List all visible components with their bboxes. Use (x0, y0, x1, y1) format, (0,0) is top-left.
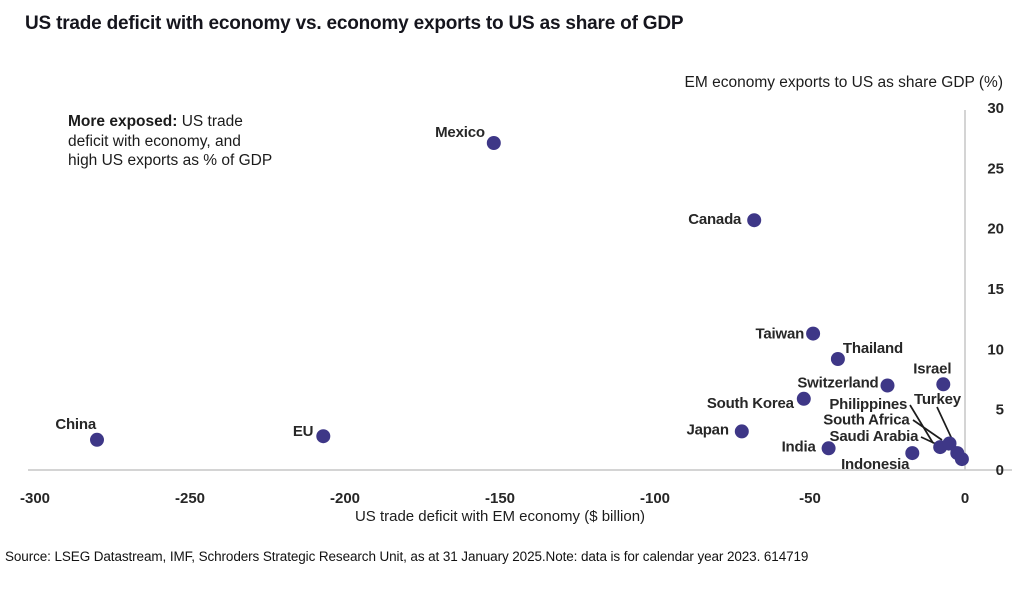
data-point-israel (936, 377, 951, 392)
source-note: Source: LSEG Datastream, IMF, Schroders … (5, 549, 809, 564)
data-point-south-africa (942, 436, 957, 451)
x-tick-label: -150 (485, 490, 515, 507)
data-point-india (821, 441, 836, 456)
point-label-china: China (55, 416, 97, 433)
point-label-thailand: Thailand (843, 340, 903, 357)
callout-line-philippines (909, 404, 934, 444)
data-point-eu (316, 429, 331, 444)
x-tick-label: 0 (961, 490, 969, 507)
data-point-indonesia (905, 446, 920, 461)
x-axis-title: US trade deficit with EM economy ($ bill… (354, 508, 646, 525)
annotation-line2: deficit with economy, and (68, 132, 241, 150)
y-tick-label: 25 (987, 160, 1004, 177)
annotation-line1: US trade (177, 113, 243, 130)
point-label-eu: EU (293, 423, 313, 440)
point-label-mexico: Mexico (435, 124, 485, 141)
data-point-mexico (486, 136, 501, 150)
data-point-switzerland (880, 378, 895, 393)
point-label-canada: Canada (688, 211, 742, 228)
scatter-plot: -300 -250 -200 -150 -100 -50 0 0 5 10 15 20 25 30 Chin… (20, 100, 1012, 507)
x-tick-label: -300 (20, 490, 50, 507)
point-label-taiwan: Taiwan (756, 326, 805, 343)
x-tick-label: -100 (640, 490, 670, 507)
data-point-china (90, 432, 104, 447)
y-tick-label: 30 (987, 100, 1004, 117)
annotation-lead: More exposed: (68, 113, 178, 130)
chart-title: US trade deficit with economy vs. econom… (25, 13, 684, 34)
point-label-saudi-arabia: Saudi Arabia (830, 428, 920, 445)
y-tick-label: 5 (996, 402, 1004, 419)
x-tick-label: -200 (330, 490, 360, 507)
x-tick-label: -50 (799, 490, 821, 507)
y-tick-label: 10 (987, 341, 1004, 358)
y-axis-title: EM economy exports to US as share GDP (%… (684, 74, 1003, 91)
y-tick-label: 0 (996, 462, 1004, 479)
point-label-philippines: Philippines (829, 396, 907, 413)
annotation-more-exposed: More exposed: US trade deficit with econ… (68, 112, 308, 171)
point-label-israel: Israel (913, 360, 951, 377)
point-label-south-korea: South Korea (707, 395, 795, 412)
y-tick-label: 15 (987, 281, 1004, 298)
point-label-japan: Japan (686, 421, 728, 438)
x-tick-label: -250 (175, 490, 205, 507)
callout-line-south-africa (912, 419, 943, 441)
y-tick-label: 20 (987, 221, 1004, 238)
data-point-japan (734, 424, 749, 439)
point-label-india: India (782, 438, 817, 455)
point-label-indonesia: Indonesia (841, 456, 910, 473)
data-point-south-korea (796, 391, 811, 406)
data-point-taiwan (806, 326, 821, 341)
point-label-south-africa: South Africa (823, 412, 910, 429)
data-point-canada (747, 213, 762, 228)
point-label-switzerland: Switzerland (797, 375, 878, 392)
point-label-turkey: Turkey (914, 391, 962, 408)
annotation-line3: high US exports as % of GDP (68, 152, 273, 169)
data-point-thailand (830, 352, 845, 366)
data-point-turkey (954, 452, 969, 467)
